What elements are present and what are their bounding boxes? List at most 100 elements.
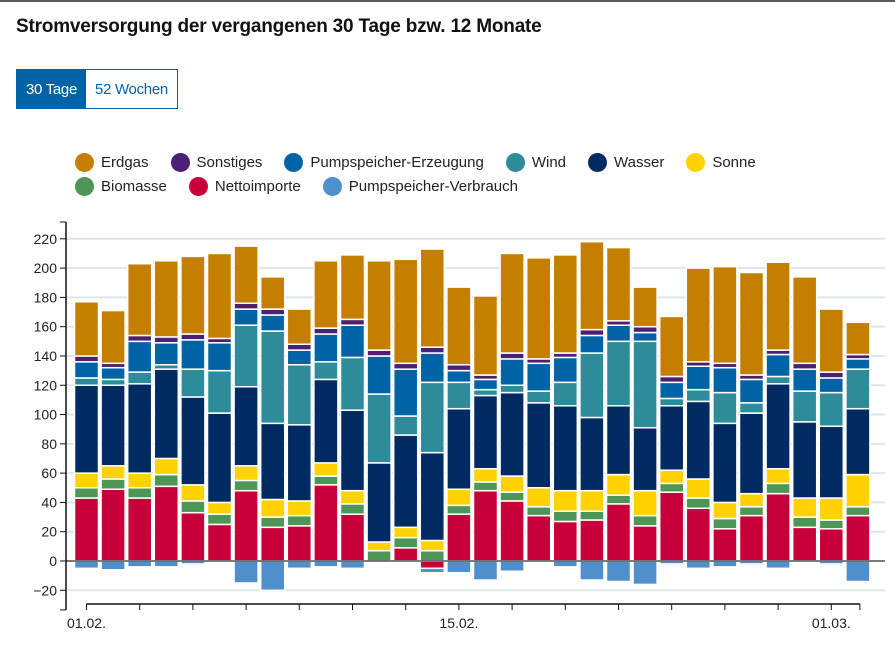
bar-segment-pse[interactable] xyxy=(685,365,712,391)
bar-segment-wasser[interactable] xyxy=(818,425,845,499)
bar-segment-erdgas[interactable] xyxy=(605,246,632,322)
bar-segment-wasser[interactable] xyxy=(765,383,791,470)
bar-group[interactable] xyxy=(339,254,366,570)
bar-segment-netto[interactable] xyxy=(233,489,259,562)
bar-segment-biomasse[interactable] xyxy=(73,487,100,499)
bar-segment-biomasse[interactable] xyxy=(818,519,845,530)
bar-segment-sonstiges[interactable] xyxy=(685,361,712,367)
bar-segment-wind[interactable] xyxy=(579,352,605,419)
bar-segment-pse[interactable] xyxy=(552,356,579,384)
bar-segment-biomasse[interactable] xyxy=(685,497,712,510)
bar-segment-wasser[interactable] xyxy=(73,384,100,474)
bar-segment-wasser[interactable] xyxy=(100,384,126,467)
bar-segment-wasser[interactable] xyxy=(525,402,552,489)
bar-segment-wind[interactable] xyxy=(685,388,712,403)
bar-segment-wasser[interactable] xyxy=(712,422,738,504)
bar-segment-biomasse[interactable] xyxy=(632,514,658,527)
bar-segment-wind[interactable] xyxy=(206,369,233,414)
bar-segment-biomasse[interactable] xyxy=(712,517,738,530)
bar-group[interactable] xyxy=(233,245,259,584)
bar-segment-erdgas[interactable] xyxy=(153,260,180,338)
bar-segment-wasser[interactable] xyxy=(446,407,472,490)
bar-segment-biomasse[interactable] xyxy=(552,510,579,523)
bar-segment-psv[interactable] xyxy=(685,560,712,570)
bar-segment-biomasse[interactable] xyxy=(472,481,499,492)
bar-segment-sonstiges[interactable] xyxy=(100,362,126,369)
bar-segment-wind[interactable] xyxy=(791,390,818,423)
bar-segment-wasser[interactable] xyxy=(339,409,366,492)
bar-segment-sonne[interactable] xyxy=(446,488,472,507)
legend-item-sonstiges[interactable]: Sonstiges xyxy=(170,152,262,172)
bar-segment-biomasse[interactable] xyxy=(153,473,180,488)
bar-segment-pse[interactable] xyxy=(366,355,392,395)
bar-group[interactable] xyxy=(525,257,552,564)
bar-segment-wind[interactable] xyxy=(446,381,472,410)
bar-segment-netto[interactable] xyxy=(392,547,419,562)
bar-segment-pse[interactable] xyxy=(392,368,419,417)
bar-segment-netto[interactable] xyxy=(738,514,765,562)
bar-segment-psv[interactable] xyxy=(525,560,552,564)
bar-segment-sonstiges[interactable] xyxy=(658,375,685,384)
bar-segment-biomasse[interactable] xyxy=(392,536,419,549)
bar-segment-erdgas[interactable] xyxy=(472,295,499,376)
bar-segment-sonne[interactable] xyxy=(658,469,685,485)
bar-segment-pse[interactable] xyxy=(658,381,685,400)
bar-segment-netto[interactable] xyxy=(579,519,605,562)
bar-segment-biomasse[interactable] xyxy=(259,516,286,529)
bar-segment-wasser[interactable] xyxy=(738,412,765,495)
bar-segment-pse[interactable] xyxy=(632,331,658,343)
bar-segment-psv[interactable] xyxy=(126,560,153,568)
bar-segment-netto[interactable] xyxy=(366,560,392,564)
bar-segment-wind[interactable] xyxy=(845,368,871,410)
bar-group[interactable] xyxy=(712,265,738,568)
bar-segment-netto[interactable] xyxy=(658,491,685,562)
bar-segment-sonne[interactable] xyxy=(100,465,126,480)
bar-segment-pse[interactable] xyxy=(100,366,126,381)
bar-segment-pse[interactable] xyxy=(286,349,313,366)
legend-item-pumpspeicher-verbrauch[interactable]: Pumpspeicher-Verbrauch xyxy=(322,176,518,196)
bar-segment-erdgas[interactable] xyxy=(446,286,472,366)
bar-group[interactable] xyxy=(100,309,126,571)
bar-segment-sonstiges[interactable] xyxy=(259,308,286,316)
bar-segment-pse[interactable] xyxy=(153,342,180,366)
bar-segment-biomasse[interactable] xyxy=(499,491,525,502)
bar-segment-wasser[interactable] xyxy=(366,462,392,543)
bar-segment-netto[interactable] xyxy=(499,500,525,562)
bar-segment-biomasse[interactable] xyxy=(658,482,685,493)
bar-segment-psv[interactable] xyxy=(712,560,738,568)
bar-segment-wasser[interactable] xyxy=(579,416,605,492)
bar-segment-pse[interactable] xyxy=(525,362,552,392)
bar-segment-pse[interactable] xyxy=(446,369,472,384)
bar-segment-wasser[interactable] xyxy=(499,391,525,477)
bar-segment-wind[interactable] xyxy=(153,364,180,370)
bar-segment-psv[interactable] xyxy=(206,560,233,564)
bar-segment-wasser[interactable] xyxy=(632,426,658,492)
bar-segment-wasser[interactable] xyxy=(286,424,313,502)
bar-segment-psv[interactable] xyxy=(259,560,286,592)
bar-segment-pse[interactable] xyxy=(73,361,100,379)
bar-segment-psv[interactable] xyxy=(392,560,419,564)
bar-segment-sonne[interactable] xyxy=(579,489,605,512)
bar-segment-wasser[interactable] xyxy=(259,422,286,501)
bar-group[interactable] xyxy=(685,267,712,570)
bar-segment-netto[interactable] xyxy=(339,513,366,562)
bar-segment-biomasse[interactable] xyxy=(313,475,339,486)
bar-segment-sonne[interactable] xyxy=(765,467,791,485)
bar-segment-wasser[interactable] xyxy=(313,378,339,464)
bar-segment-netto[interactable] xyxy=(286,525,313,562)
bar-segment-wasser[interactable] xyxy=(392,434,419,529)
bar-segment-pse[interactable] xyxy=(712,366,738,394)
bar-segment-psv[interactable] xyxy=(339,560,366,570)
bar-segment-erdgas[interactable] xyxy=(738,271,765,376)
bar-segment-erdgas[interactable] xyxy=(552,254,579,354)
bar-segment-pse[interactable] xyxy=(126,340,153,373)
bar-segment-sonstiges[interactable] xyxy=(791,362,818,370)
bar-segment-sonstiges[interactable] xyxy=(712,362,738,369)
bar-segment-pse[interactable] xyxy=(765,353,791,378)
bar-segment-sonne[interactable] xyxy=(845,473,871,508)
bar-segment-erdgas[interactable] xyxy=(685,267,712,363)
bar-segment-psv[interactable] xyxy=(765,560,791,570)
bar-segment-sonne[interactable] xyxy=(286,500,313,517)
bar-segment-sonstiges[interactable] xyxy=(472,374,499,381)
bar-segment-wasser[interactable] xyxy=(419,451,446,542)
